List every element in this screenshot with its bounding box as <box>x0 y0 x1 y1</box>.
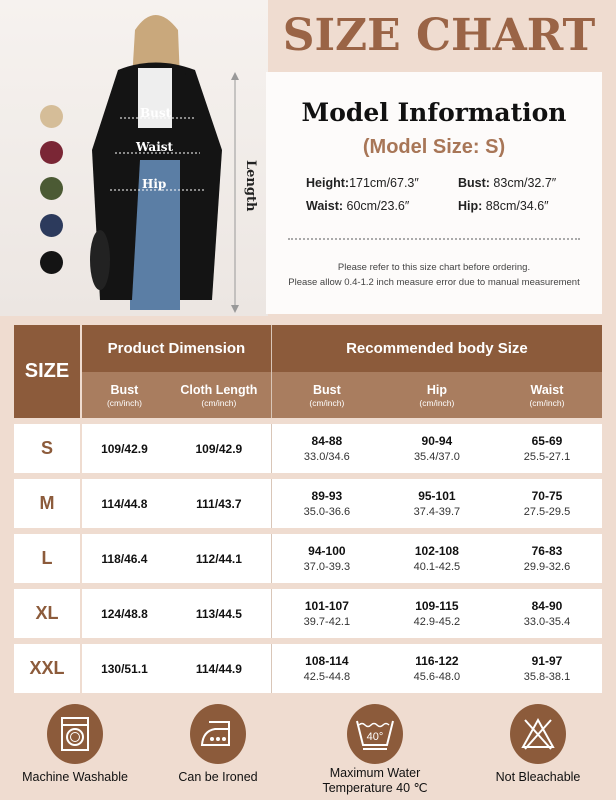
care-label: Machine Washable <box>22 770 128 784</box>
bust-cell: 124/48.8 <box>82 589 167 638</box>
iron-icon <box>190 704 246 764</box>
model-info-heading: Model Information <box>301 98 567 127</box>
color-swatch-maroon[interactable] <box>40 141 63 164</box>
col-hip: Hip (cm/inch) <box>381 372 492 418</box>
table-row: XXL 130/51.1 114/44.9 108-114 42.5-44.8 1… <box>14 644 602 693</box>
body-bust-cell: 108-114 42.5-44.8 <box>271 644 382 693</box>
waist-cell: 84-90 33.0-35.4 <box>491 589 602 638</box>
no-bleach-icon <box>510 704 566 764</box>
body-bust-cell: 94-100 37.0-39.3 <box>271 534 382 583</box>
col-cloth-length: Cloth Length (cm/inch) <box>166 372 272 418</box>
col-waist: Waist (cm/inch) <box>491 372 602 418</box>
size-cell: M <box>14 479 82 528</box>
color-swatch-navy[interactable] <box>40 214 63 237</box>
hip-cell: 102-108 40.1-42.5 <box>381 534 492 583</box>
waist-cell: 70-75 27.5-29.5 <box>491 479 602 528</box>
model-bust: Bust: 83cm/32.7″ <box>458 176 557 190</box>
recommended-size-header: Recommended body Size <box>271 325 602 372</box>
size-cell: XXL <box>14 644 82 693</box>
size-table: SIZE Product Dimension Recommended body … <box>14 325 602 693</box>
length-cell: 112/44.1 <box>166 534 272 583</box>
table-row: S 109/42.9 109/42.9 84-88 33.0/34.6 90-94… <box>14 424 602 473</box>
color-swatch-black[interactable] <box>40 251 63 274</box>
waist-cell: 76-83 29.9-32.6 <box>491 534 602 583</box>
bust-cell: 109/42.9 <box>82 424 167 473</box>
care-label: Maximum Water Temperature 40 ℃ <box>322 766 428 795</box>
size-cell: XL <box>14 589 82 638</box>
care-label: Not Bleachable <box>495 770 581 784</box>
model-size: (Model Size: S) <box>362 136 506 158</box>
model-info-card: Model Information (Model Size: S) Height… <box>266 72 602 314</box>
care-item: Machine Washable <box>5 704 145 785</box>
body-bust-cell: 84-88 33.0/34.6 <box>271 424 382 473</box>
hip-label: Hip <box>142 177 167 191</box>
wash-40-icon: 40° <box>347 704 403 764</box>
model-height: Height:171cm/67.3″ <box>306 176 419 190</box>
washing-machine-icon <box>47 704 103 764</box>
model-hip: Hip: 88cm/34.6″ <box>458 199 549 213</box>
page-title: SIZE CHART <box>282 10 596 61</box>
length-cell: 113/44.5 <box>166 589 272 638</box>
care-item: Not Bleachable <box>468 704 608 785</box>
waist-cell: 91-97 35.8-38.1 <box>491 644 602 693</box>
length-cell: 111/43.7 <box>166 479 272 528</box>
size-header: SIZE <box>14 325 82 418</box>
product-dimension-header: Product Dimension <box>82 325 272 372</box>
divider <box>288 238 580 240</box>
temperature-badge: 40° <box>367 731 384 743</box>
length-label: Length <box>243 160 258 212</box>
bust-cell: 118/46.4 <box>82 534 167 583</box>
care-item: Can be Ironed <box>148 704 288 785</box>
size-cell: L <box>14 534 82 583</box>
col-body-bust: Bust (cm/inch) <box>271 372 382 418</box>
table-row: L 118/46.4 112/44.1 94-100 37.0-39.3 102-… <box>14 534 602 583</box>
length-cell: 109/42.9 <box>166 424 272 473</box>
waist-label: Waist <box>136 140 174 154</box>
body-bust-cell: 89-93 35.0-36.6 <box>271 479 382 528</box>
model-photo: Bust Waist Hip Length <box>0 0 268 316</box>
color-swatch-olive[interactable] <box>40 177 63 200</box>
color-swatch-beige[interactable] <box>40 105 63 128</box>
hip-cell: 116-122 45.6-48.0 <box>381 644 492 693</box>
table-row: XL 124/48.8 113/44.5 101-107 39.7-42.1 10… <box>14 589 602 638</box>
hip-cell: 90-94 35.4/37.0 <box>381 424 492 473</box>
note-refer: Please refer to this size chart before o… <box>337 262 531 273</box>
bust-cell: 130/51.1 <box>82 644 167 693</box>
size-cell: S <box>14 424 82 473</box>
hip-cell: 109-115 42.9-45.2 <box>381 589 492 638</box>
model-waist: Waist: 60cm/23.6″ <box>306 199 410 213</box>
bust-label: Bust <box>140 106 172 120</box>
waist-cell: 65-69 25.5-27.1 <box>491 424 602 473</box>
length-cell: 114/44.9 <box>166 644 272 693</box>
coat-illustration <box>90 15 239 313</box>
body-bust-cell: 101-107 39.7-42.1 <box>271 589 382 638</box>
col-bust: Bust (cm/inch) <box>82 372 167 418</box>
care-label: Can be Ironed <box>178 770 258 784</box>
table-row: M 114/44.8 111/43.7 89-93 35.0-36.6 95-10… <box>14 479 602 528</box>
bust-cell: 114/44.8 <box>82 479 167 528</box>
hip-cell: 95-101 37.4-39.7 <box>381 479 492 528</box>
care-item: 40° Maximum Water Temperature 40 ℃ <box>305 704 445 796</box>
note-error: Please allow 0.4-1.2 inch measure error … <box>288 277 580 288</box>
